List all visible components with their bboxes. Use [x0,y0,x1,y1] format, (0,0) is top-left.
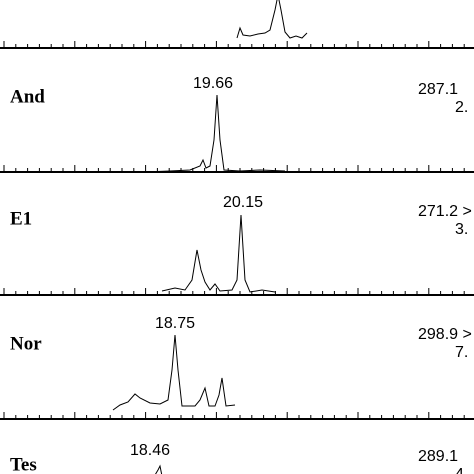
transition-label: 4. [455,466,468,474]
compound-label: Nor [10,333,42,354]
compound-label: Tes [10,454,37,474]
transition-label: 287.1 [418,81,458,98]
transition-label: 298.9 > [418,326,472,343]
peak-label: 19.66 [193,75,233,92]
transition-label: 271.2 > [418,203,472,220]
chromatogram-trace [144,94,286,173]
transition-label: 7. [455,344,468,361]
transition-label: 3. [455,221,468,238]
peak-label: 18.75 [155,315,195,332]
chromatogram-trace [236,0,308,39]
chromatogram-trace [161,214,276,293]
peak-label: 20.15 [223,194,263,211]
transition-label: 2. [455,99,468,116]
chromatogram-trace [155,464,163,474]
compound-label: And [10,86,45,107]
transition-label: 289.1 [418,448,458,465]
chromatogram-trace [112,334,236,411]
compound-label: E1 [10,208,32,229]
peak-label: 18.46 [130,442,170,459]
